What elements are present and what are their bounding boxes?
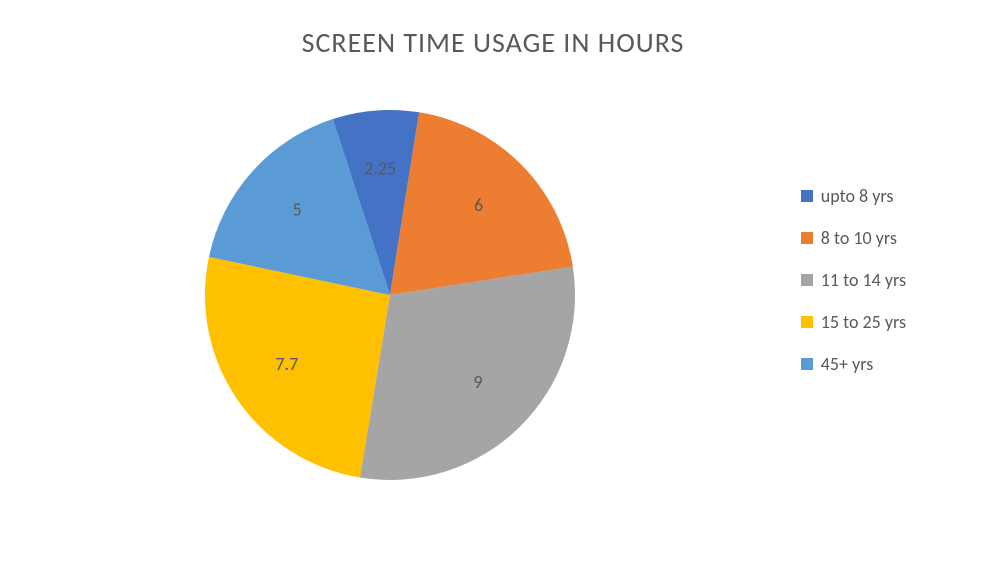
legend-swatch [801, 190, 813, 202]
legend-swatch [801, 274, 813, 286]
legend-label: 11 to 14 yrs [821, 269, 906, 291]
legend-item: upto 8 yrs [801, 185, 906, 207]
slice-value-label: 2.25 [364, 158, 396, 180]
legend-swatch [801, 232, 813, 244]
legend-item: 8 to 10 yrs [801, 227, 906, 249]
slice-value-label: 7.7 [275, 353, 298, 375]
legend-label: upto 8 yrs [821, 185, 894, 207]
slice-value-label: 9 [473, 371, 482, 393]
chart-title: SCREEN TIME USAGE IN HOURS [0, 0, 986, 60]
pie-slice [360, 267, 575, 480]
legend-label: 15 to 25 yrs [821, 311, 906, 333]
slice-value-label: 6 [474, 194, 483, 216]
legend-item: 11 to 14 yrs [801, 269, 906, 291]
legend-label: 45+ yrs [821, 353, 873, 375]
legend-swatch [801, 358, 813, 370]
pie-chart: 2.25 6 9 7.7 5 [190, 95, 590, 495]
legend: upto 8 yrs 8 to 10 yrs 11 to 14 yrs 15 to 2… [801, 185, 906, 375]
legend-item: 45+ yrs [801, 353, 906, 375]
slice-value-label: 5 [292, 199, 301, 221]
legend-swatch [801, 316, 813, 328]
pie-svg: 2.25 6 9 7.7 5 [190, 95, 590, 495]
legend-label: 8 to 10 yrs [821, 227, 897, 249]
legend-item: 15 to 25 yrs [801, 311, 906, 333]
